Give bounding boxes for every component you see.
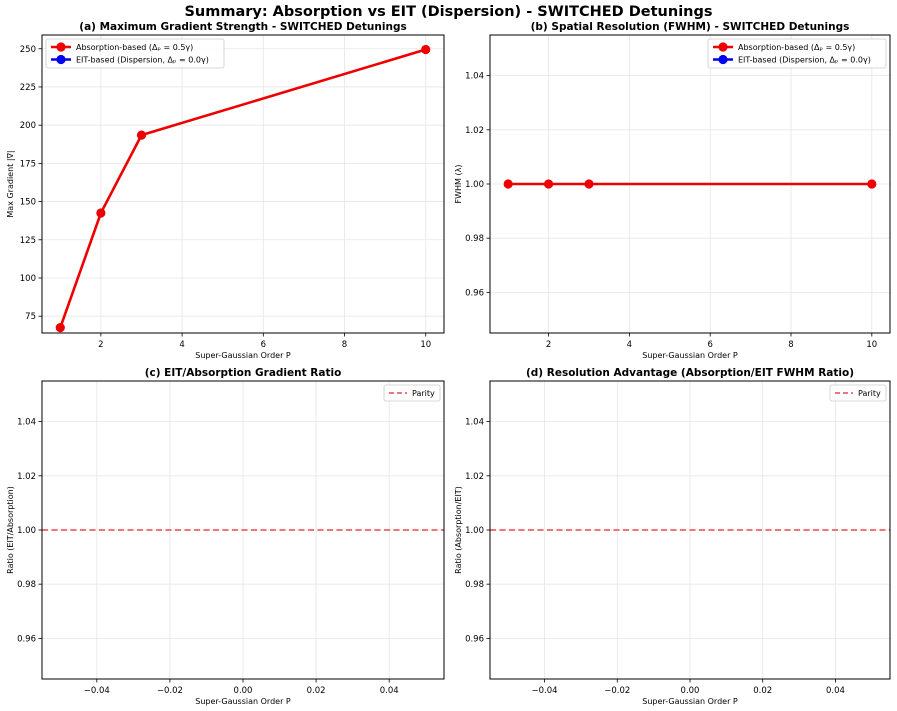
gradient-ratio-frame — [41, 380, 445, 680]
spatial-resolution-data-point — [584, 179, 594, 189]
gradient-strength-data-point — [136, 130, 147, 140]
resolution-advantage-xtick-label: 0.04 — [826, 686, 845, 696]
spatial-resolution-ytick-label: 1.02 — [465, 126, 484, 136]
spatial-resolution-xtick-label: 2 — [546, 340, 551, 350]
gradient-strength-ytick-label: 100 — [20, 274, 36, 284]
spatial-resolution-legend-swatch-marker — [718, 54, 728, 65]
spatial-resolution-ytick-label: 1.04 — [465, 72, 484, 82]
resolution-advantage-ytick-label: 1.04 — [465, 418, 484, 428]
spatial-resolution-legend-label: EIT-based (Dispersion, Δₚ = 0.0γ) — [738, 56, 871, 65]
gradient-ratio-ytick-label: 1.04 — [17, 418, 36, 428]
resolution-advantage-ytick-label: 1.00 — [465, 526, 484, 536]
gradient-strength-panel: 2 4 6 8 10 75 100 125 150 175 200 225 250 (a) Maximum… — [6, 21, 445, 360]
gradient-strength-ytick-label: 200 — [20, 121, 36, 131]
gradient-strength-ytick-label: 175 — [20, 159, 36, 169]
gradient-strength-ytick-label: 225 — [20, 83, 36, 93]
gradient-strength-ytick-label: 125 — [20, 236, 36, 246]
spatial-resolution-ytick-label: 0.96 — [465, 288, 484, 298]
gradient-strength-frame — [41, 34, 445, 334]
gradient-strength-xtick-label: 2 — [98, 340, 103, 350]
gradient-ratio-xlabel: Super-Gaussian Order P — [195, 697, 291, 706]
spatial-resolution-ytick-label: 1.00 — [465, 180, 484, 190]
resolution-advantage-xtick-label: 0.00 — [681, 686, 700, 696]
spatial-resolution-xtick-label: 8 — [788, 340, 793, 350]
gradient-strength-series-line — [59, 48, 427, 329]
gradient-ratio-legend-label: Parity — [412, 389, 435, 398]
resolution-advantage-xtick-label: 0.02 — [753, 686, 772, 696]
gradient-strength-legend-swatch-marker — [56, 42, 66, 52]
spatial-resolution-panel: 2 4 6 8 10 0.96 0.98 1.00 1.02 1.04 (b) Spatial Re… — [454, 21, 891, 360]
gradient-strength-legend-box — [45, 38, 225, 69]
gradient-ratio-xtick-label: −0.02 — [157, 686, 183, 696]
gradient-strength-plot-area — [42, 35, 444, 333]
spatial-resolution-data-point — [867, 179, 877, 189]
resolution-advantage-ytick-label: 0.98 — [465, 580, 484, 590]
resolution-advantage-legend-box — [829, 384, 887, 402]
figure-title: Summary: Absorption vs EIT (Dispersion) … — [184, 4, 712, 20]
gradient-strength-xtick-label: 10 — [420, 340, 431, 350]
spatial-resolution-ylabel: FWHM (λ) — [454, 165, 463, 204]
resolution-advantage-legend: Parity — [829, 384, 887, 402]
gradient-strength-xtick-label: 4 — [179, 340, 184, 350]
gradient-ratio-legend-box — [383, 384, 441, 402]
gradient-ratio-ytick-label: 0.96 — [17, 634, 36, 644]
gradient-strength-legend: Absorption-based (Δₚ = 0.5γ) EIT-based (D… — [45, 38, 225, 69]
gradient-ratio-ytick-label: 1.02 — [17, 472, 36, 482]
gradient-ratio-legend: Parity — [383, 384, 441, 402]
resolution-advantage-ylabel: Ratio (Absorption/EIT) — [454, 486, 463, 574]
gradient-strength-ytick-label: 150 — [20, 198, 36, 208]
gradient-ratio-xtick-label: 0.02 — [307, 686, 326, 696]
spatial-resolution-xtick-label: 6 — [707, 340, 712, 350]
gradient-ratio-xtick-label: −0.04 — [84, 686, 110, 696]
gradient-strength-legend-label: Absorption-based (Δₚ = 0.5γ) — [76, 43, 193, 52]
gradient-ratio-ytick-label: 1.00 — [17, 526, 36, 536]
gradient-strength-data-point — [55, 323, 65, 333]
spatial-resolution-xlabel: Super-Gaussian Order P — [642, 351, 738, 360]
gradient-strength-ytick-label: 250 — [20, 45, 36, 55]
gradient-strength-data-point — [96, 208, 106, 218]
resolution-advantage-xlabel: Super-Gaussian Order P — [642, 697, 738, 706]
gradient-ratio-ytick-label: 0.98 — [17, 580, 36, 590]
resolution-advantage-ytick-label: 0.96 — [465, 634, 484, 644]
gradient-strength-title: (a) Maximum Gradient Strength - SWITCHED… — [79, 21, 406, 33]
gradient-strength-xlabel: Super-Gaussian Order P — [195, 351, 291, 360]
gradient-ratio-panel: −0.04 −0.02 0.00 0.02 0.04 0.96 0.98 1.00 1.02 1.… — [6, 367, 445, 706]
resolution-advantage-frame — [489, 380, 891, 680]
spatial-resolution-legend-box — [707, 38, 887, 69]
gradient-ratio-xtick-label: 0.04 — [380, 686, 399, 696]
gradient-ratio-title: (c) EIT/Absorption Gradient Ratio — [145, 367, 342, 379]
spatial-resolution-ytick-label: 0.98 — [465, 234, 484, 244]
gradient-strength-xtick-label: 6 — [261, 340, 266, 350]
resolution-advantage-ytick-label: 1.02 — [465, 472, 484, 482]
spatial-resolution-data-point — [503, 179, 513, 189]
gradient-strength-xtick-label: 8 — [342, 340, 347, 350]
spatial-resolution-legend-swatch-marker — [718, 42, 728, 52]
spatial-resolution-legend: Absorption-based (Δₚ = 0.5γ) EIT-based (D… — [707, 38, 887, 69]
spatial-resolution-data-point — [543, 179, 554, 189]
gradient-strength-ylabel: Max Gradient |∇| — [6, 150, 15, 217]
gradient-strength-data-point — [421, 44, 431, 55]
spatial-resolution-title: (b) Spatial Resolution (FWHM) - SWITCHED… — [531, 21, 850, 33]
gradient-strength-ytick-label: 75 — [25, 312, 36, 322]
spatial-resolution-xtick-label: 4 — [627, 340, 632, 350]
spatial-resolution-legend-label: Absorption-based (Δₚ = 0.5γ) — [738, 43, 855, 52]
resolution-advantage-legend-label: Parity — [858, 389, 881, 398]
gradient-ratio-ylabel: Ratio (EIT/Absorption) — [6, 486, 15, 574]
resolution-advantage-xtick-label: −0.02 — [604, 686, 630, 696]
gradient-strength-legend-swatch-marker — [56, 54, 66, 65]
resolution-advantage-panel: −0.04 −0.02 0.00 0.02 0.04 0.96 0.98 1.00 1.02 1.… — [454, 367, 891, 706]
resolution-advantage-title: (d) Resolution Advantage (Absorption/EIT… — [526, 367, 854, 379]
gradient-strength-legend-label: EIT-based (Dispersion, Δₚ = 0.0γ) — [76, 56, 209, 65]
gradient-ratio-xtick-label: 0.00 — [234, 686, 253, 696]
spatial-resolution-xtick-label: 10 — [866, 340, 877, 350]
spatial-resolution-frame — [489, 34, 891, 334]
resolution-advantage-xtick-label: −0.04 — [532, 686, 558, 696]
